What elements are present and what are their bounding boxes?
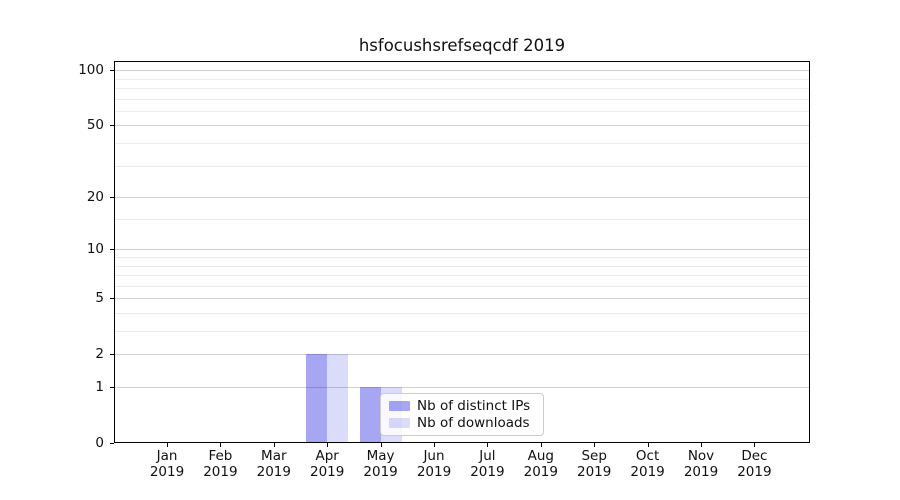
x-axis-tick xyxy=(647,443,649,447)
x-tick-month: Jun xyxy=(423,448,445,464)
x-tick-month: Jul xyxy=(479,448,496,464)
x-axis-tick xyxy=(434,443,435,447)
x-tick-year: 2019 xyxy=(470,463,505,480)
bar-distinct-ips-apr xyxy=(306,354,328,442)
x-axis-tick xyxy=(540,443,542,447)
gridline-minor xyxy=(115,285,809,287)
x-axis-tick xyxy=(487,443,489,447)
y-axis-tick xyxy=(110,298,114,300)
legend-label-distinct-ips: Nb of distinct IPs xyxy=(417,398,531,415)
gridline-minor xyxy=(115,257,809,258)
gridline-major xyxy=(115,125,809,127)
x-axis-tick xyxy=(754,443,756,447)
legend-item-distinct-ips: Nb of distinct IPs xyxy=(389,398,535,414)
legend-swatch-distinct-ips xyxy=(389,401,410,412)
x-tick-month: Aug xyxy=(527,448,554,464)
x-tick-label-jun: Jun 2019 xyxy=(389,448,479,480)
x-tick-year: 2019 xyxy=(416,463,452,480)
y-tick-label: 2 xyxy=(95,345,104,362)
x-tick-label-dec: Dec 2019 xyxy=(709,448,799,480)
legend-item-downloads: Nb of downloads xyxy=(389,415,535,431)
x-tick-month: Jan xyxy=(156,448,178,464)
x-axis-tick xyxy=(701,443,702,447)
x-tick-label-nov: Nov 2019 xyxy=(656,448,746,480)
x-tick-label-may: May 2019 xyxy=(336,448,426,480)
y-axis-tick xyxy=(110,125,114,127)
legend: Nb of distinct IPs Nb of downloads xyxy=(380,393,544,436)
x-tick-month: May xyxy=(366,448,395,464)
x-tick-label-aug: Aug 2019 xyxy=(496,448,586,480)
x-tick-month: Apr xyxy=(315,448,339,464)
gridline-minor xyxy=(115,110,809,112)
gridline-major xyxy=(115,298,809,300)
gridline-minor xyxy=(115,265,809,267)
y-tick-label: 5 xyxy=(95,289,104,306)
x-axis-tick xyxy=(167,443,168,447)
x-tick-month: Dec xyxy=(741,448,768,464)
gridline-minor xyxy=(115,312,809,314)
gridline-minor xyxy=(115,98,809,100)
x-tick-year: 2019 xyxy=(683,463,719,480)
y-tick-label: 20 xyxy=(86,188,104,205)
x-tick-year: 2019 xyxy=(630,463,665,480)
y-tick-label: 10 xyxy=(86,240,104,257)
x-tick-year: 2019 xyxy=(310,463,345,480)
y-axis-tick xyxy=(110,249,114,251)
gridline-minor xyxy=(115,88,809,90)
y-axis-tick xyxy=(110,70,114,72)
x-tick-label-oct: Oct 2019 xyxy=(603,448,693,480)
gridline-major xyxy=(115,387,809,388)
gridline-major xyxy=(115,354,809,356)
y-axis-tick xyxy=(110,443,114,444)
gridline-minor xyxy=(115,78,809,80)
gridline-major xyxy=(115,249,809,251)
bar-downloads-apr xyxy=(327,354,349,442)
y-tick-label: 100 xyxy=(78,61,104,78)
x-axis-tick xyxy=(594,443,596,447)
x-axis-tick xyxy=(220,443,222,447)
gridline-minor xyxy=(115,275,809,277)
gridline-minor xyxy=(115,165,809,167)
x-tick-month: Nov xyxy=(687,448,715,464)
y-tick-label: 50 xyxy=(86,116,104,133)
x-axis-tick xyxy=(273,443,275,447)
plot-area: Nb of distinct IPs Nb of downloads xyxy=(114,61,810,443)
x-tick-label-feb: Feb 2019 xyxy=(175,448,265,480)
x-tick-year: 2019 xyxy=(577,463,612,480)
x-tick-month: Mar xyxy=(261,448,287,464)
gridline-major xyxy=(115,197,809,199)
x-axis-tick xyxy=(380,443,382,447)
y-tick-label: 1 xyxy=(95,378,104,395)
bar-distinct-ips-may xyxy=(359,387,381,442)
chart-title: hsfocushsrefseqcdf 2019 xyxy=(358,36,566,55)
x-tick-month: Feb xyxy=(208,448,233,464)
gridline-minor xyxy=(115,219,809,221)
x-tick-label-jul: Jul 2019 xyxy=(442,448,532,480)
x-axis-tick xyxy=(327,443,329,447)
gridline-minor xyxy=(115,331,809,333)
y-axis-tick xyxy=(110,354,114,356)
x-tick-label-mar: Mar 2019 xyxy=(229,448,319,480)
y-axis-tick xyxy=(110,197,114,199)
legend-label-downloads: Nb of downloads xyxy=(417,414,530,431)
x-tick-month: Sep xyxy=(581,448,607,464)
x-tick-year: 2019 xyxy=(523,463,558,480)
y-axis-tick xyxy=(110,387,114,388)
gridline-major xyxy=(115,70,809,72)
x-tick-label-sep: Sep 2019 xyxy=(549,448,639,480)
x-tick-label-apr: Apr 2019 xyxy=(282,448,372,480)
x-tick-year: 2019 xyxy=(256,463,291,480)
x-tick-label-jan: Jan 2019 xyxy=(122,448,212,480)
y-tick-label: 0 xyxy=(95,434,104,451)
legend-swatch-downloads xyxy=(389,417,410,428)
x-tick-year: 2019 xyxy=(203,463,238,480)
x-tick-year: 2019 xyxy=(149,463,185,480)
x-tick-month: Oct xyxy=(635,448,660,464)
x-tick-year: 2019 xyxy=(363,463,398,480)
gridline-minor xyxy=(115,143,809,145)
x-tick-year: 2019 xyxy=(737,463,772,480)
